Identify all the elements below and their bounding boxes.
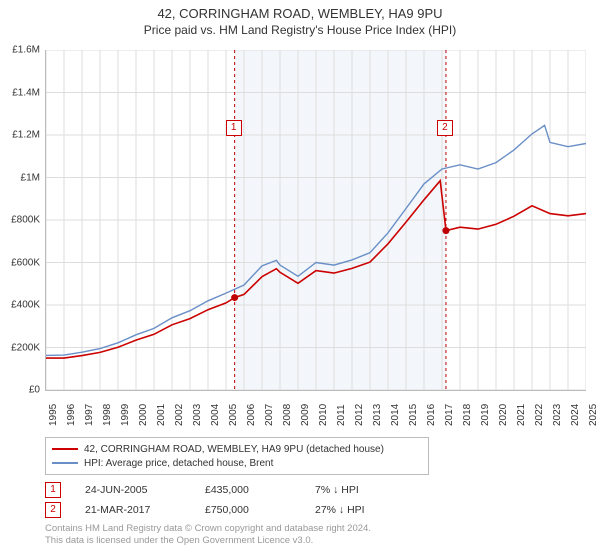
table-row: 2 21-MAR-2017 £750,000 27% ↓ HPI xyxy=(45,500,405,520)
footer-text: Contains HM Land Registry data © Crown c… xyxy=(45,523,371,547)
sale-marker-2: 2 xyxy=(45,502,61,518)
sale-marker-1: 1 xyxy=(45,482,61,498)
x-axis-label: 2002 xyxy=(174,404,185,426)
x-axis-label: 2006 xyxy=(246,404,257,426)
y-axis-label: £800K xyxy=(0,215,40,226)
chart-sale-marker: 1 xyxy=(226,120,242,136)
legend-swatch xyxy=(52,448,78,450)
x-axis-label: 2001 xyxy=(156,404,167,426)
sale-delta: 7% ↓ HPI xyxy=(315,484,405,496)
x-axis-label: 2022 xyxy=(534,404,545,426)
sales-table: 1 24-JUN-2005 £435,000 7% ↓ HPI 2 21-MAR… xyxy=(45,480,405,520)
y-axis-label: £1.4M xyxy=(0,87,40,98)
page-subtitle: Price paid vs. HM Land Registry's House … xyxy=(0,21,600,37)
x-axis-label: 2016 xyxy=(426,404,437,426)
x-axis-label: 2021 xyxy=(516,404,527,426)
x-axis-label: 1999 xyxy=(120,404,131,426)
sale-price: £435,000 xyxy=(205,484,315,496)
x-axis-label: 2007 xyxy=(264,404,275,426)
x-axis-label: 2024 xyxy=(570,404,581,426)
x-axis-label: 2000 xyxy=(138,404,149,426)
x-axis-label: 2018 xyxy=(462,404,473,426)
legend-item: 42, CORRINGHAM ROAD, WEMBLEY, HA9 9PU (d… xyxy=(52,442,422,456)
sale-delta: 27% ↓ HPI xyxy=(315,504,405,516)
legend-label: HPI: Average price, detached house, Bren… xyxy=(84,458,273,469)
legend-item: HPI: Average price, detached house, Bren… xyxy=(52,456,422,470)
table-row: 1 24-JUN-2005 £435,000 7% ↓ HPI xyxy=(45,480,405,500)
x-axis-label: 1998 xyxy=(102,404,113,426)
legend-swatch xyxy=(52,462,78,464)
sale-date: 24-JUN-2005 xyxy=(85,484,205,496)
x-axis-label: 2019 xyxy=(480,404,491,426)
x-axis-label: 2003 xyxy=(192,404,203,426)
sale-price: £750,000 xyxy=(205,504,315,516)
y-axis-label: £400K xyxy=(0,300,40,311)
x-axis-label: 2020 xyxy=(498,404,509,426)
x-axis-label: 2014 xyxy=(390,404,401,426)
x-axis-label: 2015 xyxy=(408,404,419,426)
sale-date: 21-MAR-2017 xyxy=(85,504,205,516)
x-axis-label: 2013 xyxy=(372,404,383,426)
y-axis-label: £200K xyxy=(0,342,40,353)
x-axis-label: 2017 xyxy=(444,404,455,426)
page-title: 42, CORRINGHAM ROAD, WEMBLEY, HA9 9PU xyxy=(0,0,600,21)
x-axis-label: 2012 xyxy=(354,404,365,426)
x-axis-label: 2005 xyxy=(228,404,239,426)
legend-label: 42, CORRINGHAM ROAD, WEMBLEY, HA9 9PU (d… xyxy=(84,444,384,455)
x-axis-label: 2009 xyxy=(300,404,311,426)
x-axis-label: 2010 xyxy=(318,404,329,426)
x-axis-label: 1995 xyxy=(48,404,59,426)
x-axis-label: 1996 xyxy=(66,404,77,426)
x-axis-label: 2008 xyxy=(282,404,293,426)
footer-line1: Contains HM Land Registry data © Crown c… xyxy=(45,523,371,535)
x-axis-label: 1997 xyxy=(84,404,95,426)
x-axis-label: 2004 xyxy=(210,404,221,426)
y-axis-label: £1.6M xyxy=(0,45,40,56)
chart-svg xyxy=(46,50,586,390)
x-axis-label: 2025 xyxy=(588,404,599,426)
footer-line2: This data is licensed under the Open Gov… xyxy=(45,535,371,547)
y-axis-label: £1M xyxy=(0,172,40,183)
x-axis-label: 2023 xyxy=(552,404,563,426)
legend-box: 42, CORRINGHAM ROAD, WEMBLEY, HA9 9PU (d… xyxy=(45,437,429,475)
x-axis-label: 2011 xyxy=(336,404,347,426)
chart-sale-marker: 2 xyxy=(437,120,453,136)
chart-area xyxy=(45,50,586,391)
y-axis-label: £600K xyxy=(0,257,40,268)
y-axis-label: £1.2M xyxy=(0,130,40,141)
y-axis-label: £0 xyxy=(0,385,40,396)
